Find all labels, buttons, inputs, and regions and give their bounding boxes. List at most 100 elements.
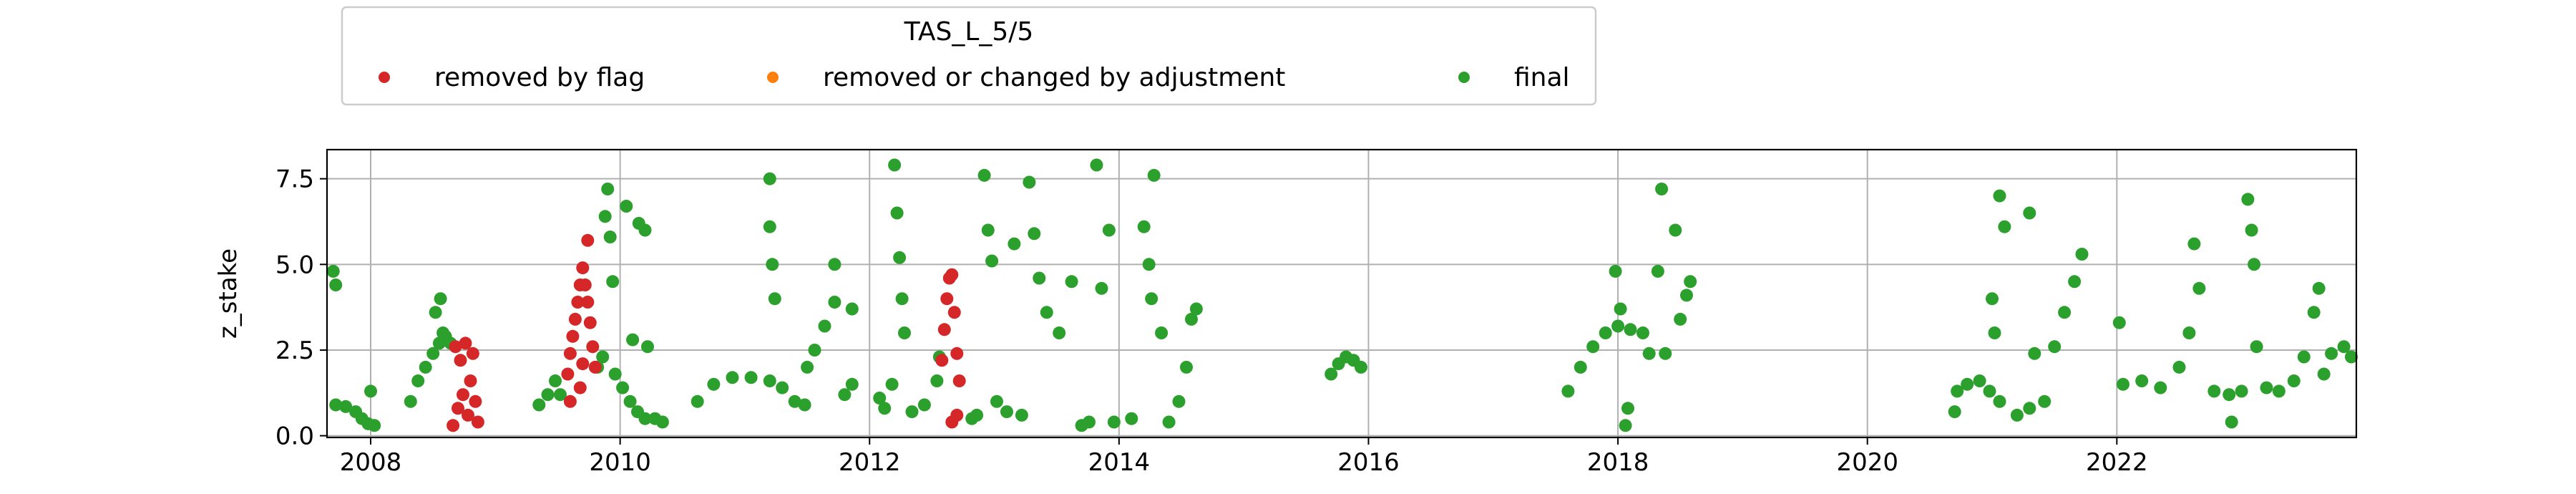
point-final <box>2325 347 2338 360</box>
point-final <box>2297 350 2311 364</box>
point-final <box>2337 340 2351 354</box>
point-final <box>532 398 546 412</box>
point-final <box>798 398 811 412</box>
point-final <box>1142 258 1156 271</box>
point-final <box>1137 220 1151 233</box>
point-final <box>1008 237 1021 251</box>
legend-marker-final <box>1458 72 1470 83</box>
point-final <box>606 275 620 289</box>
point-final <box>1674 312 1687 326</box>
point-final <box>1189 302 1203 316</box>
point-final <box>2248 258 2261 271</box>
x-tick-label: 2012 <box>839 448 901 477</box>
point-final <box>364 384 377 398</box>
point-removed-by-flag <box>561 367 575 381</box>
x-tick-label: 2018 <box>1587 448 1649 477</box>
point-final <box>1621 402 1634 415</box>
point-final <box>2117 377 2129 391</box>
point-final <box>2010 408 2024 422</box>
point-final <box>1355 360 1367 374</box>
point-final <box>1684 275 1697 289</box>
point-final <box>2023 206 2036 220</box>
point-removed-by-flag <box>449 340 462 354</box>
point-final <box>1033 271 1046 285</box>
point-final <box>1993 394 2006 408</box>
point-final <box>1948 405 1961 419</box>
point-final <box>845 302 859 316</box>
point-final <box>368 419 381 432</box>
x-tick-label: 2008 <box>340 448 402 477</box>
y-tick-label: 7.5 <box>275 165 314 194</box>
point-removed-by-flag <box>566 329 580 343</box>
point-final <box>2250 340 2263 354</box>
point-final <box>2317 367 2331 381</box>
point-final <box>828 258 841 271</box>
point-final <box>1324 367 1338 381</box>
data-points <box>326 158 2358 432</box>
point-final <box>1162 415 1176 429</box>
point-final <box>985 254 999 268</box>
point-final <box>763 172 776 185</box>
point-final <box>620 200 633 213</box>
point-final <box>888 158 902 172</box>
point-final <box>895 292 909 306</box>
point-final <box>1172 394 1186 408</box>
point-final <box>2272 384 2285 398</box>
point-final <box>419 360 432 374</box>
point-removed-by-flag <box>935 354 949 367</box>
point-removed-by-flag <box>583 316 597 329</box>
point-final <box>1651 264 1664 278</box>
point-final <box>970 408 984 422</box>
y-tick-label: 2.5 <box>275 336 314 365</box>
point-final <box>411 374 425 387</box>
point-final <box>1642 347 1656 360</box>
point-final <box>905 405 919 419</box>
point-final <box>977 168 991 182</box>
point-final <box>2172 360 2186 374</box>
point-final <box>845 377 859 391</box>
point-removed-by-flag <box>581 233 595 247</box>
point-final <box>541 388 555 402</box>
point-final <box>598 210 612 223</box>
point-final <box>2307 306 2321 319</box>
point-final <box>2048 340 2062 354</box>
point-final <box>2223 388 2236 402</box>
point-final <box>404 394 417 408</box>
point-final <box>744 371 758 384</box>
point-final <box>326 264 340 278</box>
point-final <box>2225 415 2238 429</box>
point-final <box>2345 350 2358 364</box>
point-final <box>1147 168 1161 182</box>
point-final <box>626 333 640 347</box>
point-final <box>1095 281 1108 295</box>
point-final <box>2075 248 2089 261</box>
y-axis: 0.0 2.5 5.0 7.5 <box>275 165 327 451</box>
point-removed-by-flag <box>452 402 464 415</box>
point-final <box>1015 408 1028 422</box>
point-final <box>2235 384 2248 398</box>
point-removed-by-flag <box>469 394 482 408</box>
point-final <box>429 306 442 319</box>
point-final <box>990 394 1003 408</box>
point-final <box>2068 275 2082 289</box>
point-final <box>1983 384 1996 398</box>
point-removed-by-flag <box>950 347 964 360</box>
point-final <box>1961 377 1974 391</box>
point-final <box>339 399 353 413</box>
point-final <box>1155 326 1169 339</box>
point-removed-by-flag <box>576 261 590 275</box>
point-final <box>1000 405 1013 419</box>
point-final <box>2260 381 2273 394</box>
point-final <box>818 319 831 333</box>
point-final <box>554 388 567 402</box>
point-removed-by-flag <box>945 268 959 281</box>
point-final <box>801 360 814 374</box>
point-final <box>766 258 779 271</box>
point-removed-by-flag <box>578 279 592 291</box>
legend: TAS_L_5/5 removed by flag removed or cha… <box>341 6 1597 106</box>
point-final <box>1040 306 1053 319</box>
point-final <box>603 231 617 243</box>
point-final <box>691 394 704 408</box>
point-final <box>1993 189 2006 203</box>
